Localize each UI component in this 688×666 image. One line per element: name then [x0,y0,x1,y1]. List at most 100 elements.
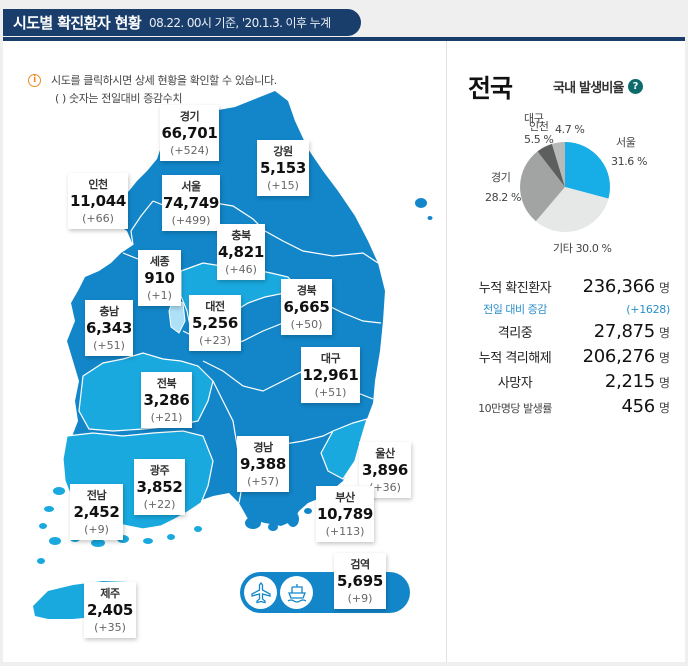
region-delta: (+46) [225,263,257,276]
stat-isolating: 격리중 27,875 명 [470,321,670,346]
region-name: 충남 [99,305,119,318]
region-name: 경북 [296,284,317,297]
region-delta: (+21) [150,411,183,424]
region-quarantine[interactable]: 검역 5,695 (+9) [334,553,386,609]
map-ulsan [320,418,368,480]
stat-value: 27,875 [593,321,655,342]
region-jeonbuk[interactable]: 전북 3,286 (+21) [141,372,192,428]
pie-label-seoul-pct: 31.6 % [611,155,648,168]
national-stats: 누적 확진환자 236,366 명 전일 대비 증감 (+1628) 격리중 2… [470,276,670,421]
pie-label-incheon-pct: 5.5 % [524,133,554,146]
region-chungbuk[interactable]: 충북 4,821 (+46) [217,224,265,280]
map-south-islands [245,508,312,531]
region-delta: (+51) [314,386,347,399]
region-value: 2,405 [87,601,133,619]
region-value: 6,343 [86,319,132,337]
region-value: 12,961 [302,366,359,384]
pie-label-text: 기타 [553,242,573,255]
region-delta: (+35) [94,621,126,634]
ship-icon [280,576,313,609]
region-name: 서울 [181,180,201,193]
pie-slice-incheon [537,143,565,187]
region-gyeongbuk[interactable]: 경북 6,665 (+50) [281,279,332,335]
region-jeonnam[interactable]: 전남 2,452 (+9) [70,484,123,540]
region-daejeon[interactable]: 대전 5,256 (+23) [189,295,241,351]
region-value: 5,153 [260,159,306,177]
region-seoul[interactable]: 서울 74,749 (+499) [162,175,220,231]
national-title: 전국 [468,74,513,103]
pie-label-daegu-pct: 4.7 % [555,123,585,136]
region-name: 충북 [231,229,251,242]
region-delta: (+57) [247,475,279,488]
stat-unit: 명 [658,326,670,340]
region-name: 광주 [149,464,170,477]
map-sejong [168,298,186,334]
region-delta: (+9) [84,523,109,536]
region-delta: (+66) [82,212,114,225]
region-delta: (+51) [93,339,125,352]
pie-label-incheon: 인천 [529,120,549,133]
stat-value: 236,366 [582,276,656,297]
stat-label: 전일 대비 증감 [483,303,547,316]
region-delta: (+499) [171,214,211,227]
region-name: 대전 [205,300,225,313]
stat-unit: 명 [658,401,670,415]
stat-value: 2,215 [604,371,655,392]
region-value: 6,665 [283,298,330,316]
region-chungnam[interactable]: 충남 6,343 (+51) [85,300,133,356]
region-sejong[interactable]: 세종 910 (+1) [138,250,181,306]
region-name: 경남 [253,441,273,454]
page-title: 시도별 확진환자 현황 [13,14,142,32]
stat-rate: 10만명당 발생률 456 명 [470,396,670,421]
region-value: 3,896 [362,461,408,479]
pie-slice-other [535,187,609,232]
region-name: 세종 [149,255,170,268]
region-name: 대구 [320,352,341,365]
region-value: 5,695 [337,572,383,590]
region-value: 4,821 [218,243,264,261]
map-east-islands [415,198,433,220]
region-value: 910 [144,269,175,287]
stat-label: 10만명당 발생률 [478,402,552,415]
page-header: 시도별 확진환자 현황 08.22. 00시 기준, '20.1.3. 이후 누… [3,9,361,36]
region-gwangju[interactable]: 광주 3,852 (+22) [134,459,185,515]
region-incheon[interactable]: 인천 11,044 (+66) [68,173,128,229]
airplane-icon [244,576,277,609]
region-delta: (+36) [369,481,401,494]
help-icon[interactable]: ? [627,79,643,94]
pie-label-gyeonggi-pct: 28.2 % [485,191,522,204]
stat-value: 206,276 [582,346,656,367]
region-value: 66,701 [161,124,218,142]
region-gyeongnam[interactable]: 경남 9,388 (+57) [237,436,289,492]
stat-value: (+1628) [626,303,670,316]
pie-label-daegu: 대구 [524,112,544,126]
region-value: 10,789 [316,505,374,523]
region-jeju[interactable]: 제주 2,405 (+35) [84,582,136,638]
region-delta: (+23) [199,334,231,347]
region-gyeonggi[interactable]: 경기 66,701 (+524) [160,105,219,161]
region-gangwon[interactable]: 강원 5,153 (+15) [257,140,309,196]
stat-cumulative: 누적 확진환자 236,366 명 [470,276,670,301]
region-busan[interactable]: 부산 10,789 (+113) [316,486,374,542]
region-ulsan[interactable]: 울산 3,896 (+36) [359,442,411,498]
region-value: 3,852 [136,478,183,496]
pie-label-gyeonggi: 경기 [491,171,511,184]
stat-deaths: 사망자 2,215 명 [470,371,670,396]
pie-slice-daegu [552,141,565,187]
region-delta: (+9) [347,592,373,605]
stat-released: 누적 격리해제 206,276 명 [470,346,670,371]
stat-label: 사망자 [497,376,533,391]
region-delta: (+1) [147,289,172,302]
ratio-pie-chart [520,141,611,232]
page-subtitle: 08.22. 00시 기준, '20.1.3. 이후 누계 [149,16,331,30]
region-name: 부산 [335,491,355,504]
region-name: 전북 [156,377,177,390]
pie-slice-seoul [565,142,611,199]
region-value: 74,749 [162,194,220,212]
region-name: 경기 [179,110,200,123]
region-value: 9,388 [240,455,286,473]
region-daegu[interactable]: 대구 12,961 (+51) [301,347,360,403]
stat-unit: 명 [658,351,670,365]
notice-line2: ( ) 숫자는 전일대비 증감수치 [55,92,183,105]
region-delta: (+50) [290,318,323,331]
